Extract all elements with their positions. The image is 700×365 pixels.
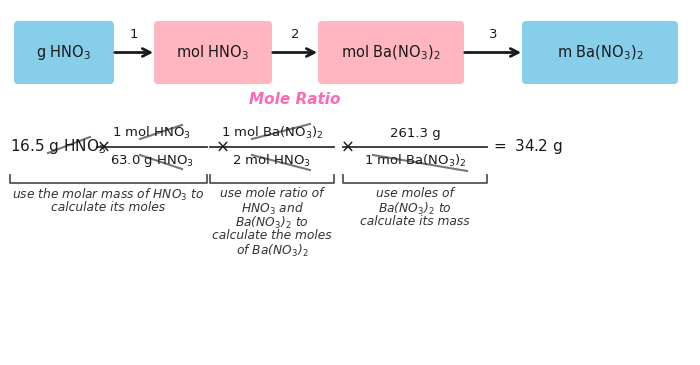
- Text: g HNO$_3$: g HNO$_3$: [36, 43, 92, 62]
- Text: calculate its mass: calculate its mass: [360, 215, 470, 228]
- Text: 2 mol HNO$_3$: 2 mol HNO$_3$: [232, 153, 312, 169]
- Text: $=$ 34.2 g: $=$ 34.2 g: [491, 138, 563, 157]
- FancyBboxPatch shape: [318, 21, 464, 84]
- Text: 16.5 g HNO$_3$: 16.5 g HNO$_3$: [10, 138, 106, 157]
- Text: 1: 1: [130, 28, 139, 41]
- Text: mol Ba(NO$_3$)$_2$: mol Ba(NO$_3$)$_2$: [342, 43, 441, 62]
- Text: 1 mol Ba(NO$_3$)$_2$: 1 mol Ba(NO$_3$)$_2$: [220, 125, 323, 141]
- Text: 1 mol HNO$_3$: 1 mol HNO$_3$: [113, 125, 192, 141]
- Text: use mole ratio of: use mole ratio of: [220, 187, 323, 200]
- Text: calculate the moles: calculate the moles: [212, 229, 332, 242]
- Text: HNO$_3$ and: HNO$_3$ and: [241, 201, 304, 217]
- Text: Ba(NO$_3$)$_2$ to: Ba(NO$_3$)$_2$ to: [235, 215, 309, 231]
- Text: Mole Ratio: Mole Ratio: [249, 92, 341, 107]
- Text: 2: 2: [290, 28, 300, 41]
- Text: 63.0 g HNO$_3$: 63.0 g HNO$_3$: [110, 153, 194, 169]
- FancyBboxPatch shape: [522, 21, 678, 84]
- Text: m Ba(NO$_3$)$_2$: m Ba(NO$_3$)$_2$: [556, 43, 643, 62]
- Text: calculate its moles: calculate its moles: [51, 201, 166, 214]
- Text: of Ba(NO$_3$)$_2$: of Ba(NO$_3$)$_2$: [236, 243, 308, 259]
- Text: use moles of: use moles of: [376, 187, 454, 200]
- Text: 261.3 g: 261.3 g: [390, 127, 440, 139]
- Text: 3: 3: [489, 28, 497, 41]
- Text: mol HNO$_3$: mol HNO$_3$: [176, 43, 250, 62]
- Text: $\times$: $\times$: [215, 138, 229, 156]
- Text: Ba(NO$_3$)$_2$ to: Ba(NO$_3$)$_2$ to: [378, 201, 452, 217]
- FancyBboxPatch shape: [14, 21, 114, 84]
- Text: 1 mol Ba(NO$_3$)$_2$: 1 mol Ba(NO$_3$)$_2$: [363, 153, 466, 169]
- Text: use the molar mass of HNO$_3$ to: use the molar mass of HNO$_3$ to: [13, 187, 204, 203]
- Text: $\times$: $\times$: [96, 138, 110, 156]
- FancyBboxPatch shape: [154, 21, 272, 84]
- Text: $\times$: $\times$: [340, 138, 354, 156]
